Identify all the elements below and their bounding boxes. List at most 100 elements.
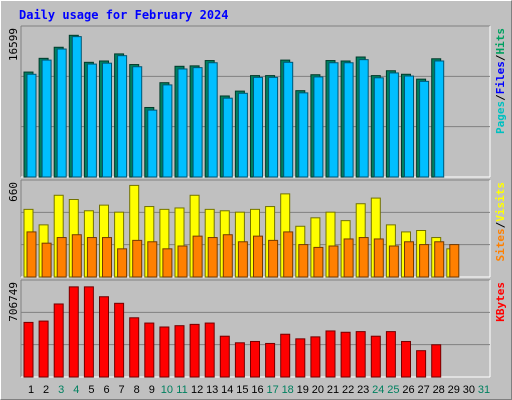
bar-kbytes (174, 325, 185, 378)
legend-label: Files (494, 61, 507, 94)
bar-sites (117, 248, 128, 278)
bar-kbytes (340, 331, 351, 378)
legend-label: Pages (494, 101, 507, 134)
bar-files (177, 68, 188, 178)
bar-kbytes (295, 338, 306, 378)
legend-label: Visits (494, 182, 507, 222)
y-max-label: 706749 (7, 282, 20, 322)
x-tick-label: 16 (251, 384, 263, 396)
bar-files (253, 76, 263, 178)
bar-kbytes (159, 326, 170, 378)
x-tick-label: 27 (417, 384, 429, 396)
bar-files (26, 73, 37, 178)
bar-sites (449, 244, 460, 278)
panel-legend: KBytes (494, 282, 507, 322)
legend-label: / (494, 94, 507, 101)
bar-kbytes (310, 336, 321, 378)
x-tick-label: 26 (402, 384, 414, 396)
x-tick-label: 12 (191, 384, 203, 396)
chart-title: Daily usage for February 2024 (19, 8, 229, 22)
bar-kbytes (83, 286, 94, 378)
bar-kbytes (23, 321, 34, 378)
bar-files (298, 92, 309, 178)
x-tick-label: 7 (119, 384, 125, 396)
bar-sites (434, 241, 445, 278)
bar-files (86, 63, 97, 178)
bar-kbytes (370, 335, 381, 378)
x-tick-label: 21 (327, 384, 339, 396)
x-tick-label: 24 (372, 384, 384, 396)
bar-kbytes (68, 286, 79, 378)
bar-kbytes (204, 322, 215, 378)
bar-kbytes (189, 323, 200, 378)
bar-kbytes (234, 342, 245, 378)
bar-sites (268, 239, 279, 278)
x-tick-label: 28 (433, 384, 445, 396)
x-tick-label: 17 (266, 384, 278, 396)
bar-files (343, 62, 354, 178)
bar-kbytes (114, 302, 125, 378)
bar-sites (41, 242, 52, 278)
bar-kbytes (431, 344, 442, 378)
bar-kbytes (401, 340, 411, 378)
bar-kbytes (219, 335, 230, 378)
x-tick-label: 5 (88, 384, 94, 396)
bar-files (313, 76, 324, 178)
bar-sites (298, 244, 309, 278)
bar-sites (373, 238, 384, 278)
x-tick-label: 8 (134, 384, 140, 396)
bar-kbytes (265, 342, 276, 378)
panel-legend: Sites/Visits (494, 182, 507, 262)
bar-kbytes (53, 303, 64, 378)
bar-files (358, 59, 369, 178)
bar-kbytes (416, 350, 427, 378)
bar-files (132, 66, 143, 178)
x-tick-label: 11 (176, 384, 187, 396)
bar-files (41, 59, 52, 178)
bar-files (102, 62, 112, 178)
y-max-label: 660 (7, 182, 20, 202)
bar-kbytes (355, 331, 366, 378)
legend-label: / (494, 54, 507, 61)
bar-kbytes (38, 320, 49, 378)
bar-files (434, 60, 445, 178)
x-tick-label: 13 (206, 384, 218, 396)
bar-files (162, 84, 173, 178)
bar-sites (56, 237, 67, 278)
x-tick-label: 20 (312, 384, 324, 396)
legend-label: Hits (494, 28, 507, 55)
bar-sites (313, 246, 324, 278)
bar-files (237, 92, 248, 178)
bar-files (283, 61, 294, 178)
x-tick-label: 15 (236, 384, 248, 396)
bar-files (192, 67, 203, 178)
bar-sites (404, 241, 414, 278)
x-tick-label: 31 (478, 384, 490, 396)
x-tick-label: 10 (161, 384, 173, 396)
y-max-label: 16599 (7, 28, 20, 61)
x-tick-label: 29 (448, 384, 460, 396)
bar-files (328, 62, 339, 178)
bar-sites (253, 235, 263, 278)
bar-files (373, 77, 384, 178)
bar-kbytes (325, 330, 336, 378)
bar-sites (388, 245, 399, 278)
bar-sites (237, 241, 248, 278)
bar-sites (177, 245, 188, 278)
bar-files (222, 97, 233, 178)
x-tick-label: 14 (221, 384, 233, 396)
panel-legend: Pages/Files/Hits (494, 28, 507, 134)
bar-sites (102, 237, 112, 278)
bar-files (147, 109, 158, 178)
bar-sites (328, 245, 339, 278)
bar-kbytes (144, 322, 155, 378)
bar-sites (162, 248, 173, 278)
x-tick-label: 2 (43, 384, 49, 396)
bar-sites (283, 231, 294, 278)
x-tick-label: 22 (342, 384, 354, 396)
bar-kbytes (385, 331, 396, 378)
x-tick-label: 6 (103, 384, 109, 396)
legend-label: KBytes (494, 282, 507, 322)
x-tick-label: 23 (357, 384, 369, 396)
bar-sites (71, 234, 82, 278)
